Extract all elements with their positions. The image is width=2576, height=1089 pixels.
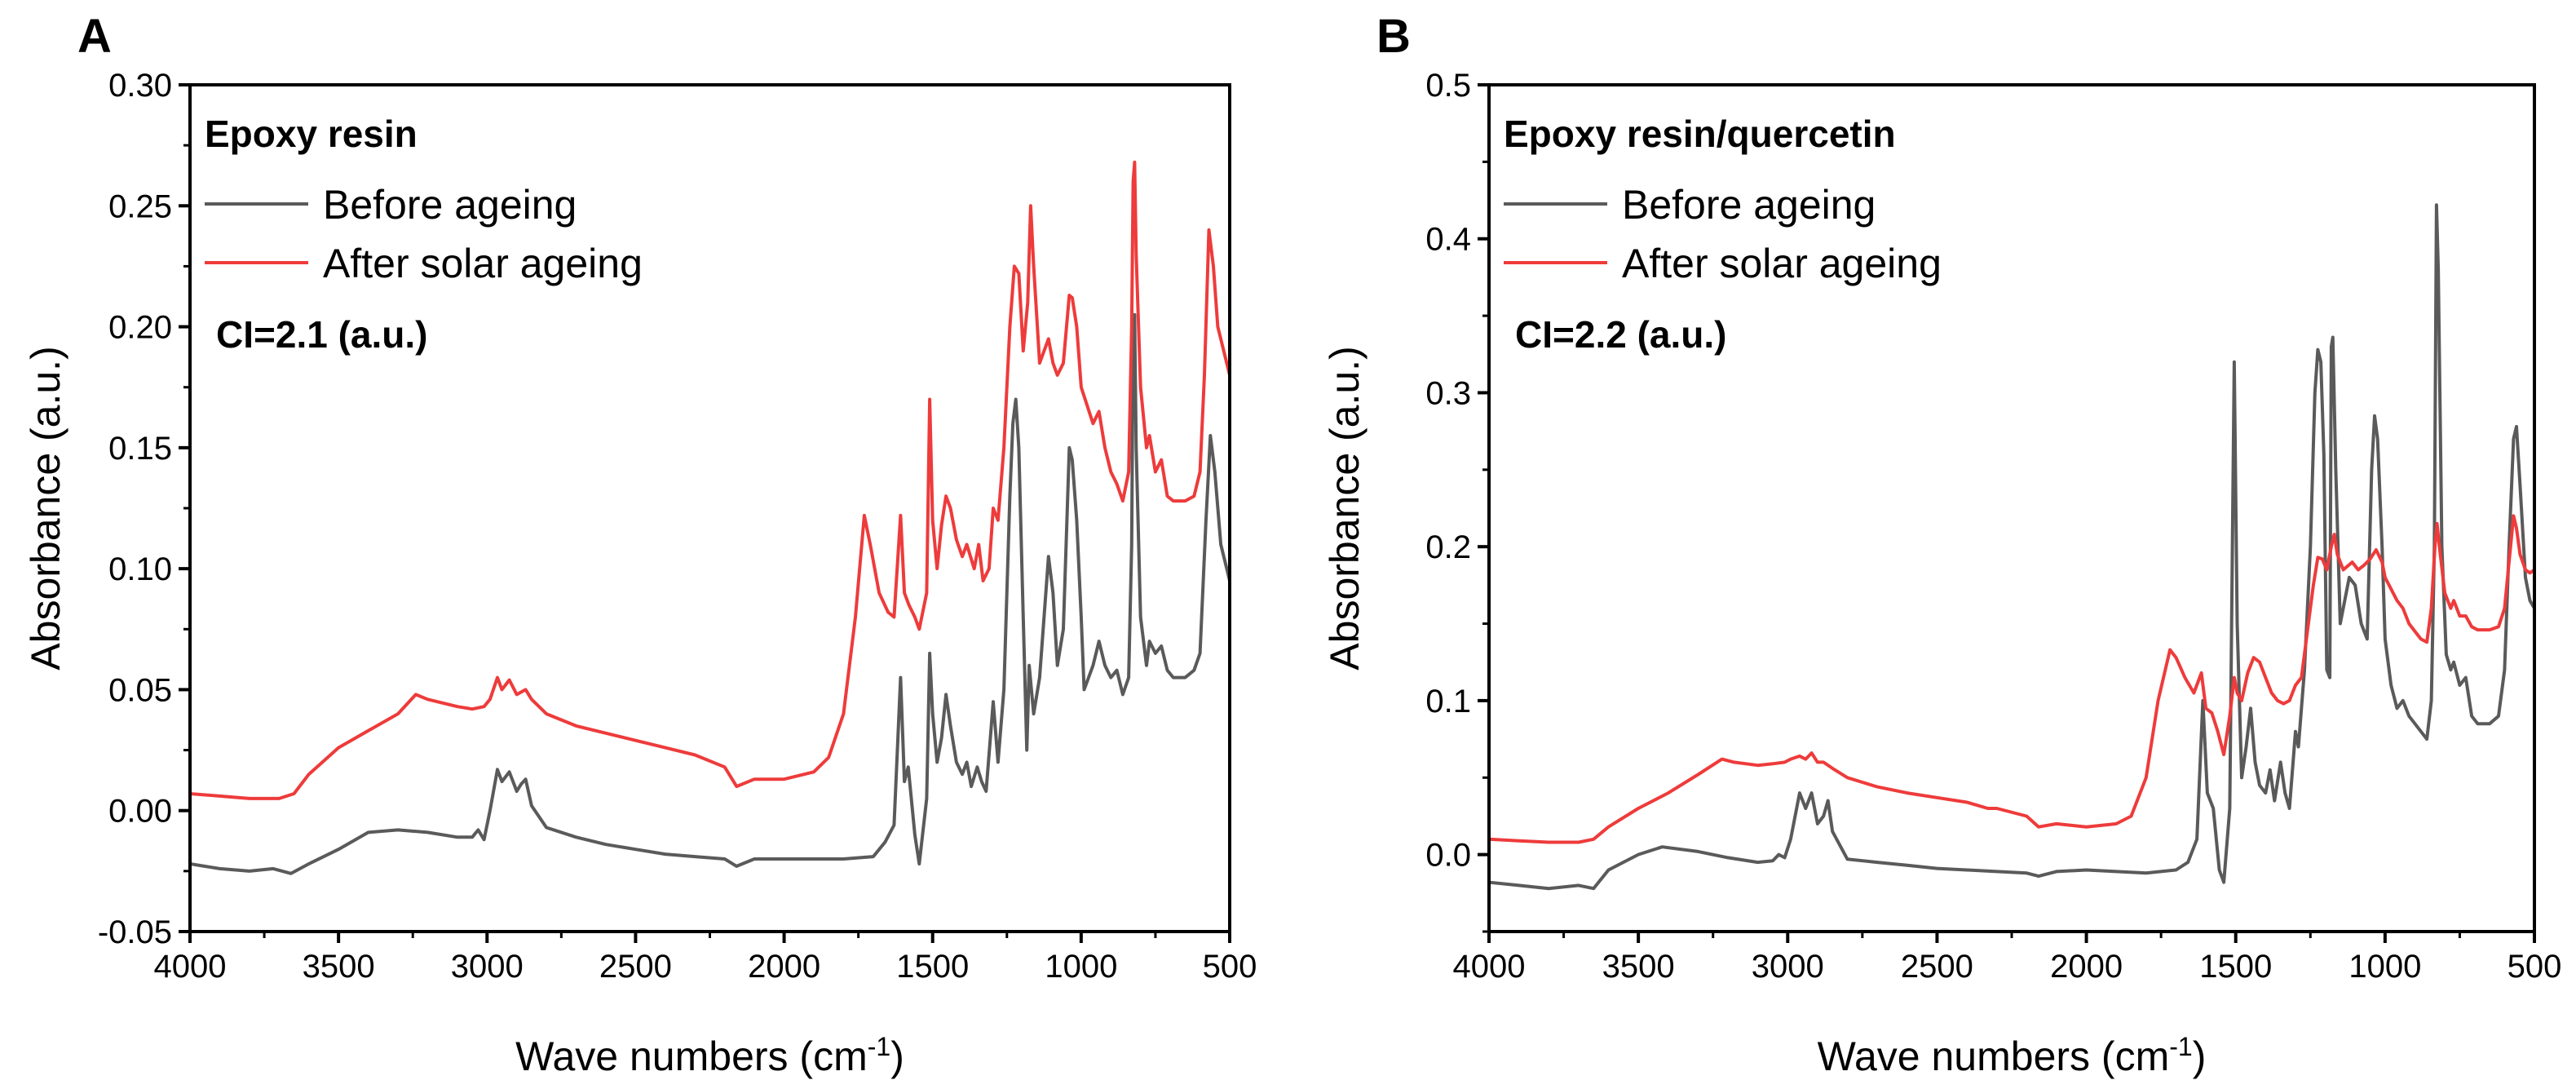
x-axis-title: Wave numbers (cm-1) [1818,1032,2207,1079]
legend-label: Before ageing [1622,182,1876,228]
x-tick-label: 500 [1203,949,1257,985]
panel-title: Epoxy resin [205,113,418,155]
x-tick-label: 3500 [1602,949,1675,985]
series-line-before-ageing [1489,203,2534,891]
y-tick-label: 0.30 [108,68,172,104]
y-tick-label: -0.05 [98,914,172,950]
x-axis-title-superscript: -1 [868,1032,890,1061]
y-tick-label: 0.3 [1425,375,1471,411]
series-line-before-ageing [190,312,1230,875]
x-tick-label: 1000 [2348,949,2421,985]
x-axis-title-close: ) [890,1034,904,1079]
x-tick-label: 4000 [154,949,227,985]
legend-label: After solar ageing [323,241,643,286]
x-tick-label: 1000 [1045,949,1117,985]
legend-label: After solar ageing [1622,241,1942,286]
x-tick-label: 1500 [2199,949,2272,985]
y-tick-label: 0.00 [108,794,172,830]
panel-b: 4000 3500 3000 2500 2000 1500 1000 500 0.0 0.1 0.2… [1322,10,2561,1079]
y-tick-label: 0.0 [1425,838,1471,874]
x-axis-title: Wave numbers (cm-1) [515,1032,904,1079]
x-tick-label: 3500 [303,949,375,985]
y-tick-label: 0.4 [1425,222,1471,258]
ci-annotation: CI=2.2 (a.u.) [1515,313,1726,356]
x-axis-title-superscript: -1 [2169,1032,2192,1061]
ci-annotation: CI=2.1 (a.u.) [216,313,427,356]
series-line-after-solar-ageing [190,160,1230,800]
x-axis-title-text: Wave numbers (cm [1818,1034,2170,1079]
x-tick-label: 1500 [896,949,969,985]
panel-letter: A [77,10,112,63]
x-tick-label: 2000 [2050,949,2123,985]
panel-letter: B [1376,10,1411,63]
x-tick-label: 4000 [1453,949,1526,985]
panel-title: Epoxy resin/quercetin [1504,113,1896,155]
x-axis-title-close: ) [2193,1034,2207,1079]
x-tick-label: 2500 [599,949,672,985]
series-line-after-solar-ageing [1489,514,2534,844]
y-tick-label: 0.5 [1425,68,1471,104]
y-tick-label: 0.20 [108,310,172,346]
y-axis-title: Absorbance (a.u.) [1322,346,1368,670]
y-tick-label: 0.2 [1425,529,1471,565]
x-tick-label: 3000 [451,949,524,985]
x-tick-label: 500 [2508,949,2562,985]
legend-label: Before ageing [323,182,577,228]
y-tick-label: 0.25 [108,188,172,224]
y-axis-title: Absorbance (a.u.) [23,346,68,670]
y-tick-label: 0.05 [108,672,172,708]
y-tick-label: 0.1 [1425,684,1471,719]
x-axis-title-text: Wave numbers (cm [515,1034,868,1079]
panel-a: 4000 3500 3000 2500 2000 1500 1000 500 -0.05 0.00… [23,10,1257,1079]
x-tick-label: 3000 [1752,949,1824,985]
x-tick-label: 2500 [1901,949,1973,985]
x-tick-label: 2000 [748,949,820,985]
y-tick-label: 0.10 [108,551,172,587]
y-tick-label: 0.15 [108,431,172,467]
